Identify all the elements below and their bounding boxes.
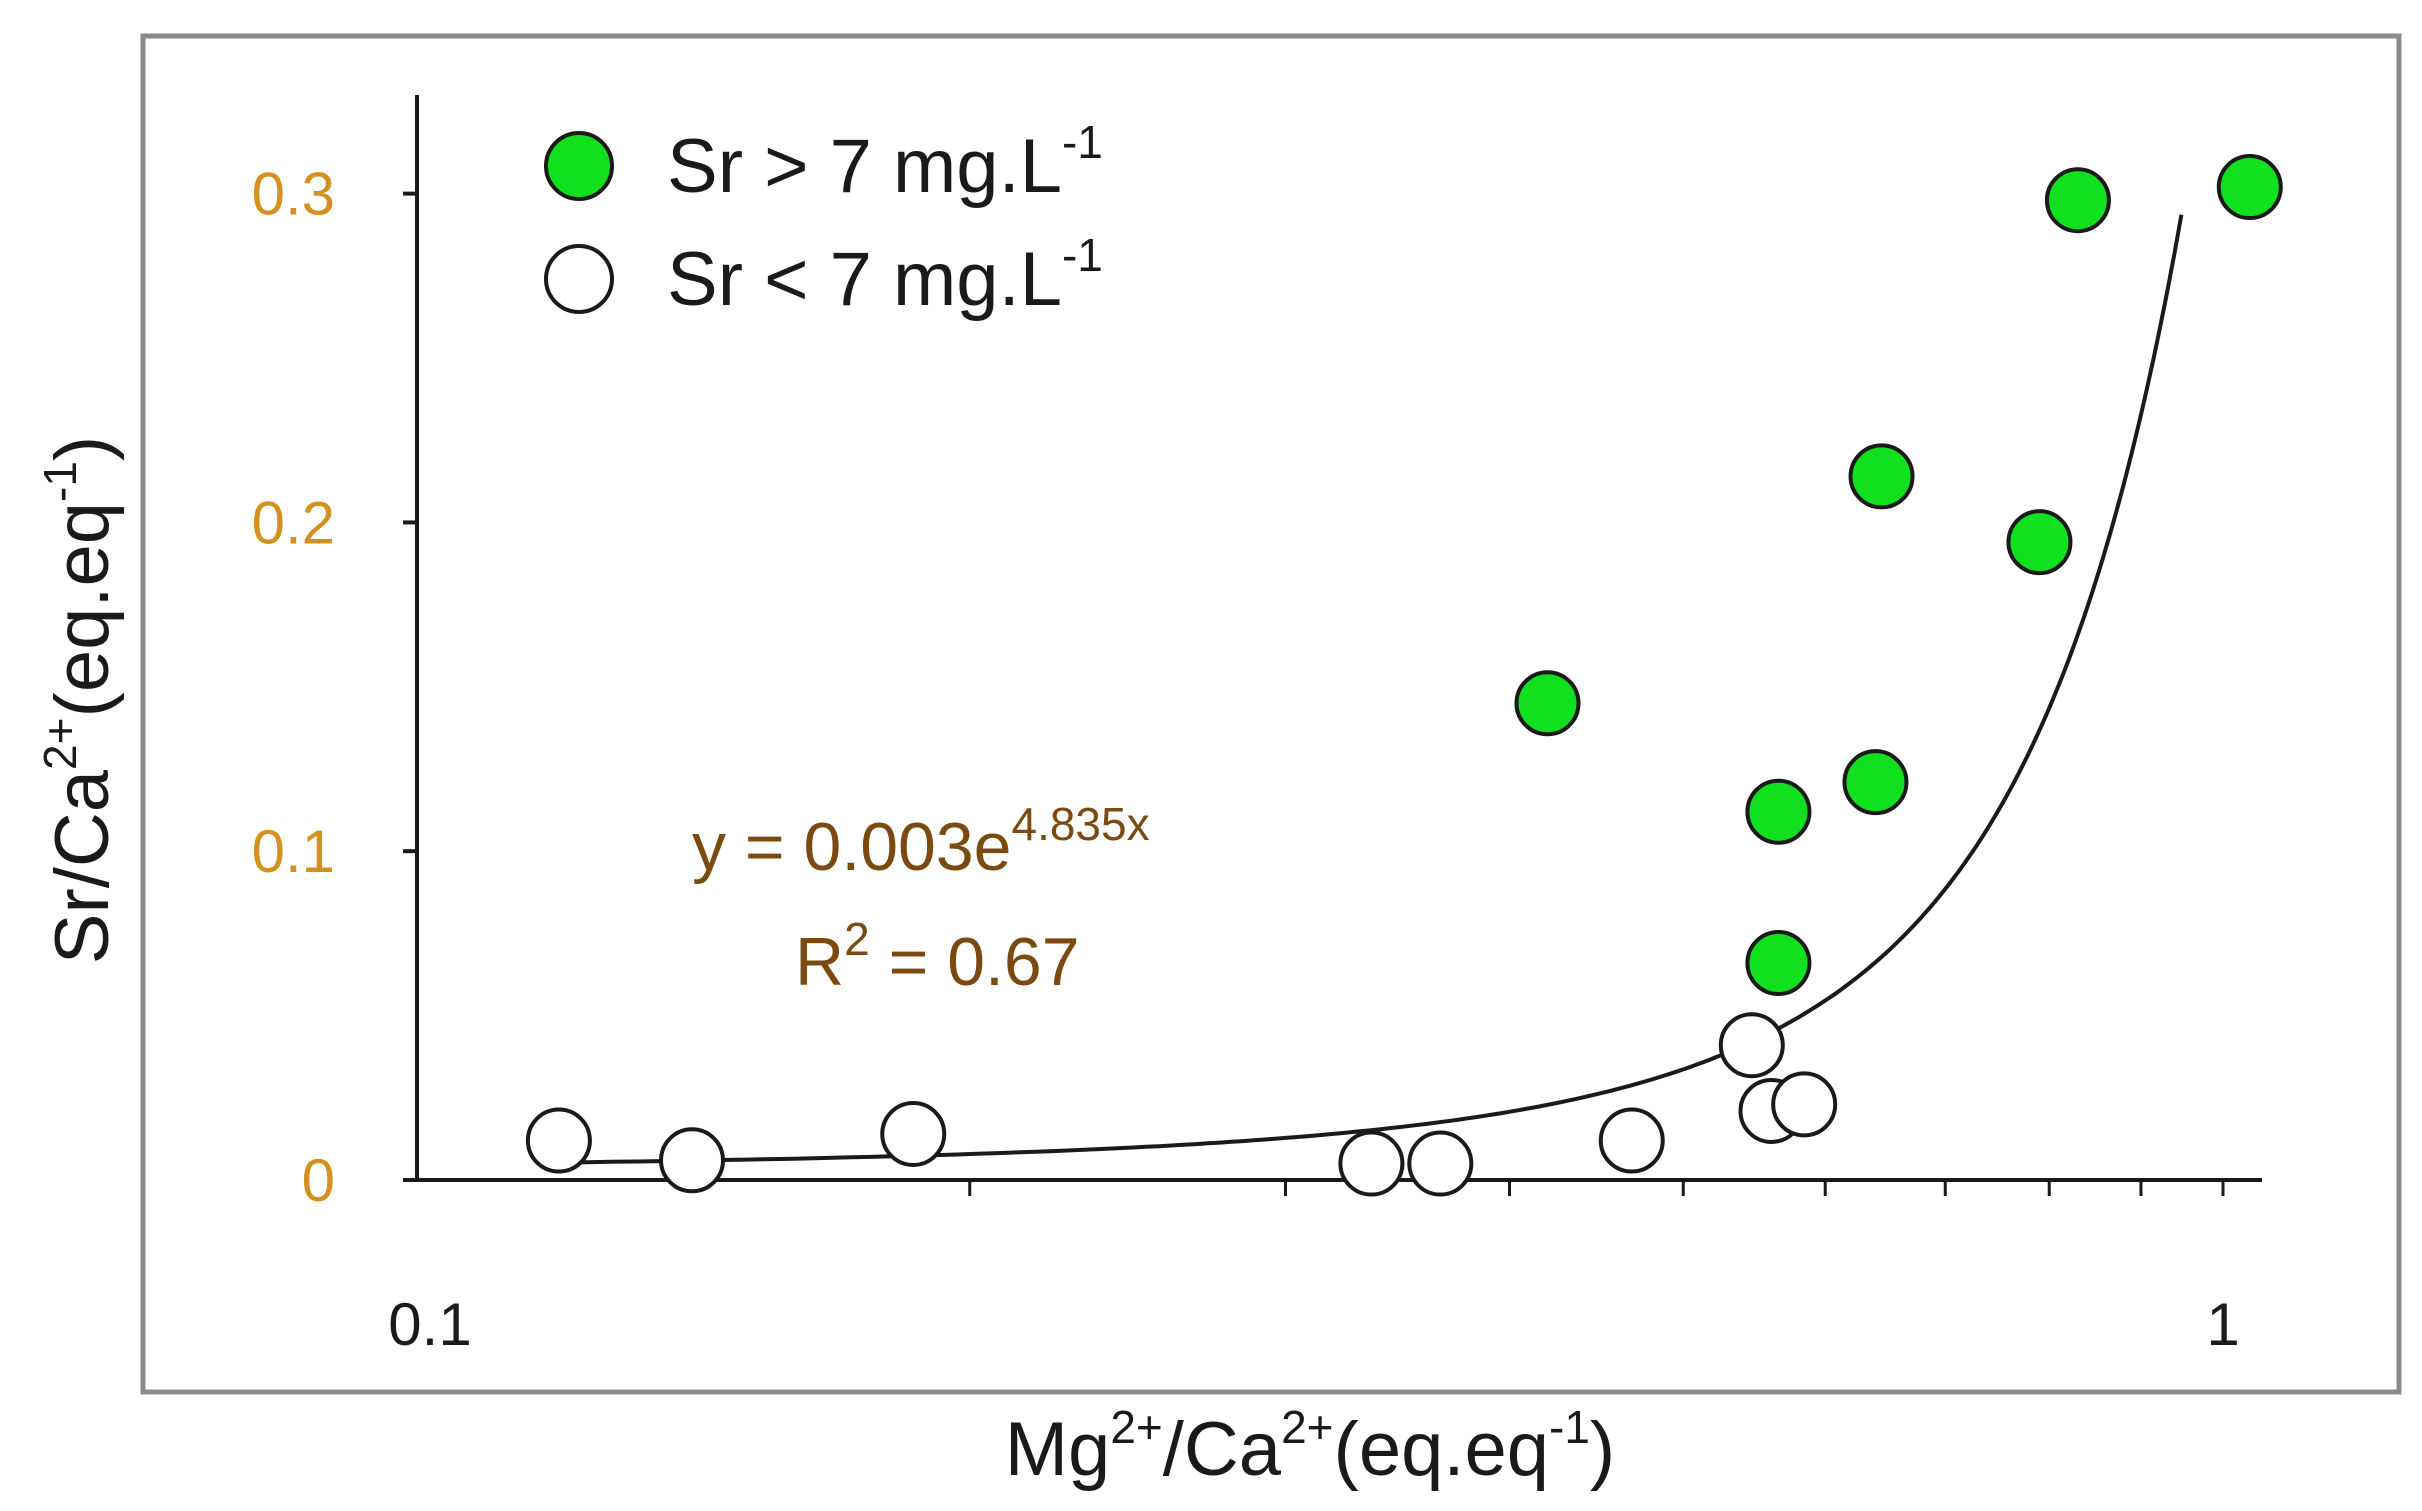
y-tick-label: 0.2: [252, 489, 335, 556]
x-tick-label: 1: [2206, 1291, 2239, 1358]
data-point-low-sr: [659, 1127, 726, 1194]
data-point-low-sr: [525, 1107, 592, 1174]
data-point-low-sr: [1771, 1071, 1838, 1138]
y-tick-label: 0: [302, 1147, 335, 1214]
legend-label-low-sr: Sr < 7 mg.L-1: [667, 229, 1103, 322]
data-point-high-sr: [1745, 778, 1812, 845]
legend-label-high-sr: Sr > 7 mg.L-1: [667, 116, 1103, 209]
data-point-high-sr: [2044, 167, 2111, 234]
legend: Sr > 7 mg.L-1 Sr < 7 mg.L-1: [544, 116, 1103, 322]
r-squared-label: R2 = 0.67: [795, 913, 1080, 1000]
data-point-low-sr: [1338, 1130, 1405, 1197]
trendline-equation: y = 0.003e4.835x: [692, 798, 1150, 885]
y-tick-label: 0.3: [252, 161, 335, 228]
tick-labels: 0 0.1 0.2 0.3 0.1 1: [252, 161, 2240, 1358]
y-tick-label: 0.1: [252, 818, 335, 885]
data-point-low-sr: [1598, 1107, 1665, 1174]
x-tick-label: 0.1: [388, 1291, 471, 1358]
ticks: [403, 191, 2225, 1196]
points-group: [525, 154, 2283, 1197]
data-point-low-sr: [1407, 1130, 1474, 1197]
legend-marker-high-sr: [544, 131, 614, 201]
y-axis-title: Sr/Ca2+(eq.eq-1): [34, 436, 125, 964]
legend-marker-low-sr: [544, 244, 614, 314]
data-point-low-sr: [880, 1100, 947, 1167]
axes: [415, 95, 2262, 1182]
data-point-high-sr: [2216, 154, 2283, 221]
data-point-high-sr: [1842, 749, 1909, 816]
x-axis-title: Mg2+/Ca2+(eq.eq-1): [1005, 1401, 1615, 1492]
data-point-high-sr: [1745, 930, 1812, 996]
data-point-high-sr: [2006, 509, 2073, 576]
chart-frame: [140, 33, 2402, 1395]
data-point-low-sr: [1718, 1012, 1785, 1079]
data-point-high-sr: [1514, 670, 1581, 737]
data-point-high-sr: [1848, 443, 1915, 510]
